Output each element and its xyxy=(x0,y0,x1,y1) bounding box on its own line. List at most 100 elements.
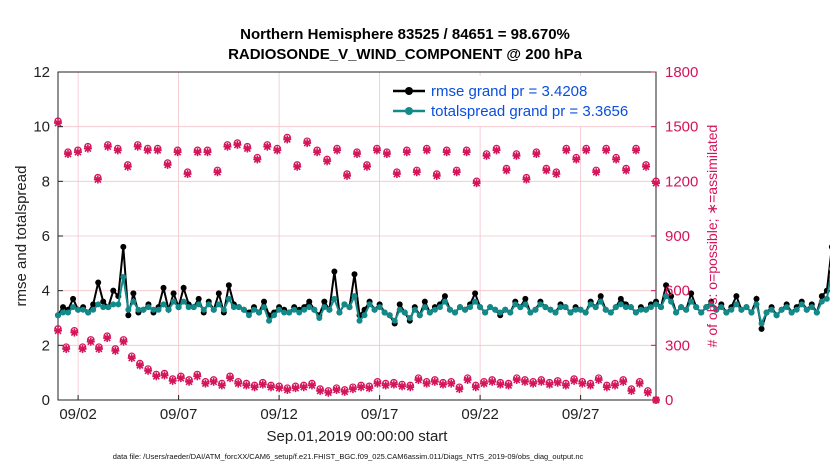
obs-night-possible-point xyxy=(578,377,587,386)
totalspread-point xyxy=(778,306,785,313)
obs-night-possible-point xyxy=(349,383,357,392)
totalspread-point xyxy=(743,304,750,311)
totalspread-point xyxy=(793,306,800,313)
star-stroke xyxy=(496,380,504,389)
rmse-point xyxy=(331,268,338,275)
x-tick-label: 09/17 xyxy=(361,406,399,423)
rmse-point xyxy=(215,290,222,297)
totalspread-point xyxy=(100,304,107,311)
rmse-point xyxy=(130,290,137,297)
rmse-point xyxy=(733,293,740,300)
star-stroke xyxy=(453,168,461,176)
obs-day-possible-point xyxy=(612,153,620,162)
star-stroke xyxy=(483,152,491,160)
star-stroke xyxy=(619,378,627,386)
obs-night-possible-point xyxy=(537,376,546,384)
obs-night-possible-point xyxy=(332,384,341,392)
obs-day-possible-point xyxy=(522,173,531,182)
obs-day-possible-point xyxy=(373,144,381,153)
obs-night-possible-point xyxy=(480,377,488,386)
totalspread-point xyxy=(266,317,273,324)
obs-night-possible-point xyxy=(324,387,333,395)
obs-day-possible-point xyxy=(233,139,242,147)
obs-night-possible-point xyxy=(488,376,496,384)
obs-night-possible-point xyxy=(177,372,185,381)
obs-night-assimilated-point xyxy=(389,380,398,389)
obs-day-possible-point xyxy=(74,146,82,155)
totalspread-point xyxy=(396,306,403,313)
obs-day-possible-point xyxy=(383,148,391,156)
obs-day-possible-point xyxy=(572,153,581,162)
star-stroke xyxy=(382,381,390,389)
obs-night-possible-point xyxy=(406,381,415,390)
totalspread-point xyxy=(642,306,649,313)
obs-day-possible-point xyxy=(253,153,262,162)
totalspread-point xyxy=(552,309,559,316)
obs-day-possible-point xyxy=(502,164,511,173)
y-tick-label-right: 1500 xyxy=(665,119,698,136)
totalspread-point xyxy=(818,298,825,305)
totalspread-point xyxy=(416,312,423,319)
star-stroke xyxy=(218,381,226,389)
star-stroke xyxy=(54,119,62,127)
rmse-point xyxy=(125,312,132,319)
totalspread-point xyxy=(381,309,388,316)
obs-night-possible-point xyxy=(86,336,95,344)
totalspread-point xyxy=(291,306,298,313)
star-stroke xyxy=(622,166,630,174)
obs-day-possible-point xyxy=(622,164,630,173)
star-stroke xyxy=(323,157,331,165)
star-stroke xyxy=(627,387,635,395)
obs-day-possible-point xyxy=(243,142,252,151)
obs-day-possible-point xyxy=(462,146,471,155)
star-stroke xyxy=(119,338,128,346)
star-stroke xyxy=(213,168,222,176)
totalspread-point xyxy=(411,306,418,313)
y-axis-label-right: # of obs: o=possible; ∗=assimilated xyxy=(704,125,720,348)
rmse-point xyxy=(225,282,232,289)
rmse-point xyxy=(818,293,825,300)
star-stroke xyxy=(70,329,78,337)
totalspread-point xyxy=(582,309,589,316)
totalspread-point xyxy=(622,304,629,311)
obs-night-possible-point xyxy=(447,377,456,386)
obs-night-possible-point xyxy=(152,370,161,379)
totalspread-point xyxy=(557,304,564,311)
obs-day-possible-point xyxy=(263,141,272,149)
star-stroke xyxy=(383,150,391,158)
star-stroke xyxy=(291,384,300,392)
totalspread-point xyxy=(446,306,453,313)
totalspread-point xyxy=(160,301,167,308)
obs-day-possible-point xyxy=(283,133,292,142)
obs-day-possible-point xyxy=(542,164,551,173)
obs-day-possible-point xyxy=(492,144,501,153)
star-stroke xyxy=(64,150,72,158)
star-stroke xyxy=(473,179,481,187)
star-stroke xyxy=(169,377,177,385)
star-stroke xyxy=(300,383,308,391)
obs-night-possible-point xyxy=(553,377,562,385)
totalspread-point xyxy=(512,301,519,308)
obs-day-possible-point xyxy=(452,166,461,175)
rmse-point xyxy=(617,295,624,302)
line-layer xyxy=(55,243,830,332)
totalspread-point xyxy=(788,309,795,316)
y-tick-label-right: 1200 xyxy=(665,173,698,190)
totalspread-point xyxy=(336,309,343,316)
star-stroke xyxy=(316,387,324,395)
totalspread-point xyxy=(356,317,363,324)
rmse-point xyxy=(170,290,177,297)
obs-night-possible-point xyxy=(283,384,292,392)
obs-night-possible-point xyxy=(439,378,447,387)
totalspread-point xyxy=(276,306,283,313)
star-stroke xyxy=(562,381,570,389)
y-tick-label-right: 0 xyxy=(665,392,673,409)
totalspread-point xyxy=(115,301,122,308)
totalspread-point xyxy=(220,306,227,313)
obs-night-possible-point xyxy=(627,385,636,393)
totalspread-point xyxy=(658,304,665,311)
totalspread-point xyxy=(587,301,594,308)
star-stroke xyxy=(586,381,595,389)
obs-night-possible-point xyxy=(95,343,103,351)
